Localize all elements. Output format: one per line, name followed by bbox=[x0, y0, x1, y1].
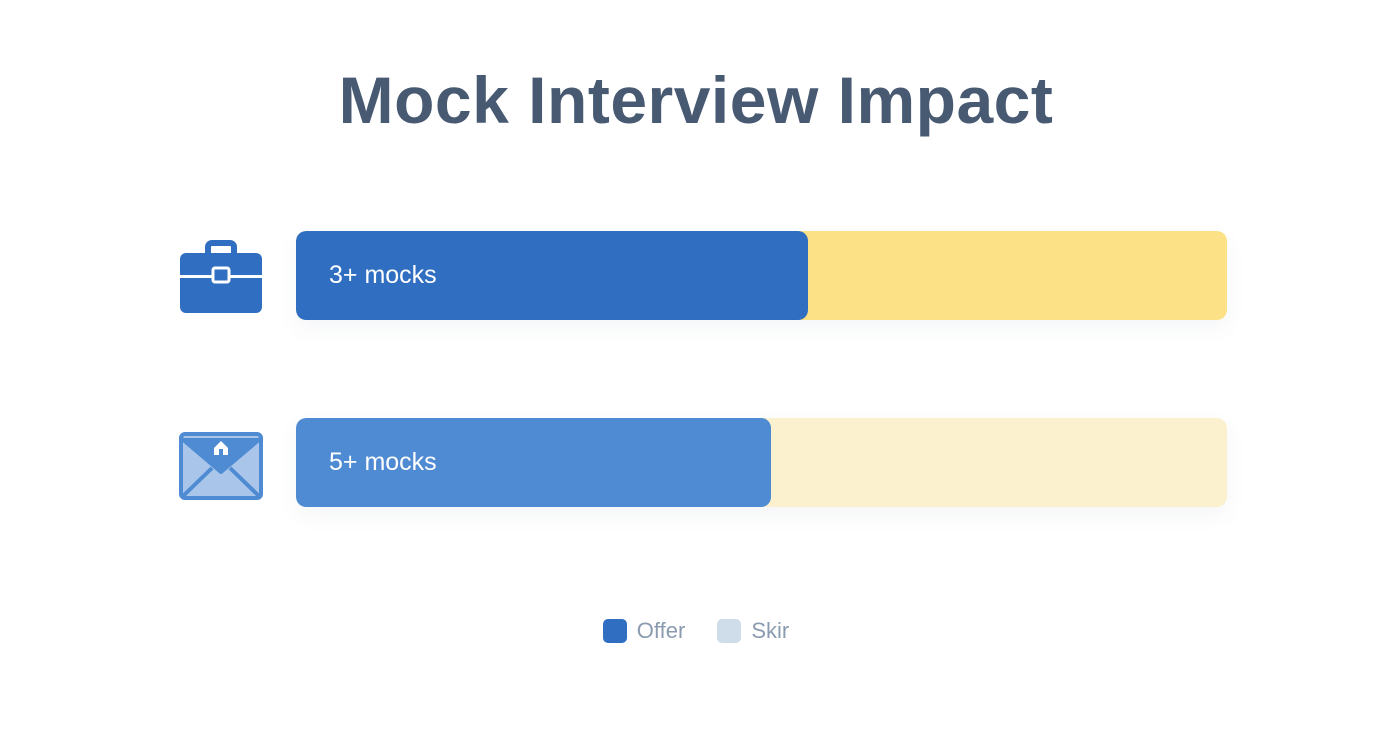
chart-legend: Offer Skir bbox=[0, 618, 1392, 644]
bar-offer-3-mocks bbox=[296, 231, 809, 320]
legend-label-skir: Skir bbox=[751, 618, 790, 643]
category-label-3-mocks: 3+ mocks bbox=[329, 261, 437, 289]
envelope-icon bbox=[178, 420, 264, 506]
bar-offer-5-mocks bbox=[296, 418, 771, 507]
legend-item-offer: Offer bbox=[602, 618, 686, 644]
legend-label-offer: Offer bbox=[636, 618, 686, 643]
chart-title: Mock Interview Impact bbox=[338, 63, 1054, 137]
bar-track-5-mocks: 5+ mocks bbox=[296, 418, 1227, 507]
legend-swatch-offer bbox=[602, 619, 627, 643]
briefcase-icon bbox=[178, 233, 264, 319]
bar-track-3-mocks: 3+ mocks bbox=[296, 231, 1227, 320]
legend-swatch-skir bbox=[717, 619, 742, 643]
bar-row-3-mocks: 3+ mocks bbox=[0, 231, 1392, 321]
bar-row-5-mocks: 5+ mocks bbox=[0, 418, 1392, 508]
category-label-5-mocks: 5+ mocks bbox=[329, 448, 437, 476]
legend-item-skir: Skir bbox=[717, 618, 789, 644]
